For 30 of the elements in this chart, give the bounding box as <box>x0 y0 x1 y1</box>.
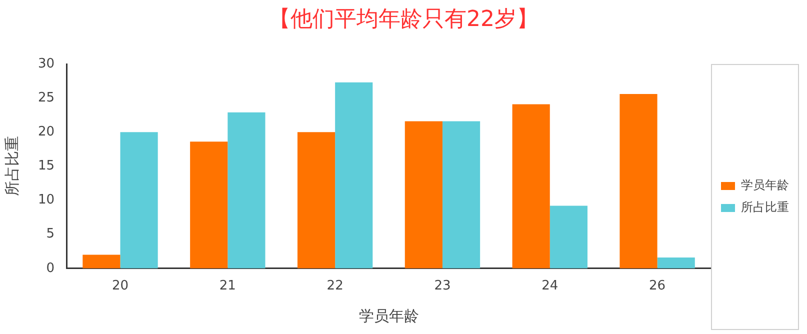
chart-title: 【他们平均年龄只有22岁】 <box>268 6 540 34</box>
y-tick-label: 0 <box>46 260 55 276</box>
bar <box>228 112 266 268</box>
legend-label: 所占比重 <box>741 200 789 214</box>
x-tick-label: 26 <box>649 278 666 294</box>
x-tick-label: 20 <box>112 278 129 294</box>
x-axis-title: 学员年龄 <box>358 306 419 325</box>
x-tick-label: 22 <box>326 278 344 294</box>
y-tick-label: 5 <box>46 226 55 242</box>
bar <box>620 94 658 268</box>
bar <box>190 142 228 268</box>
bar <box>657 258 695 268</box>
y-tick-label: 25 <box>38 90 55 106</box>
bar <box>297 132 336 268</box>
bar <box>512 104 550 268</box>
bar <box>550 206 588 268</box>
legend-label: 学员年龄 <box>741 178 789 192</box>
x-tick-label: 24 <box>542 278 558 294</box>
y-tick-label: 10 <box>38 192 55 208</box>
bar <box>442 121 480 268</box>
y-tick-label: 30 <box>38 56 55 72</box>
bar <box>82 254 120 268</box>
x-tick-label: 23 <box>434 278 451 294</box>
y-tick-label: 15 <box>38 158 55 174</box>
bar <box>335 82 373 268</box>
bar <box>120 132 158 268</box>
bar <box>404 121 442 268</box>
x-tick-label: 21 <box>219 278 236 294</box>
y-axis-title: 所占比重 <box>2 136 21 196</box>
y-tick-label: 20 <box>38 124 55 140</box>
